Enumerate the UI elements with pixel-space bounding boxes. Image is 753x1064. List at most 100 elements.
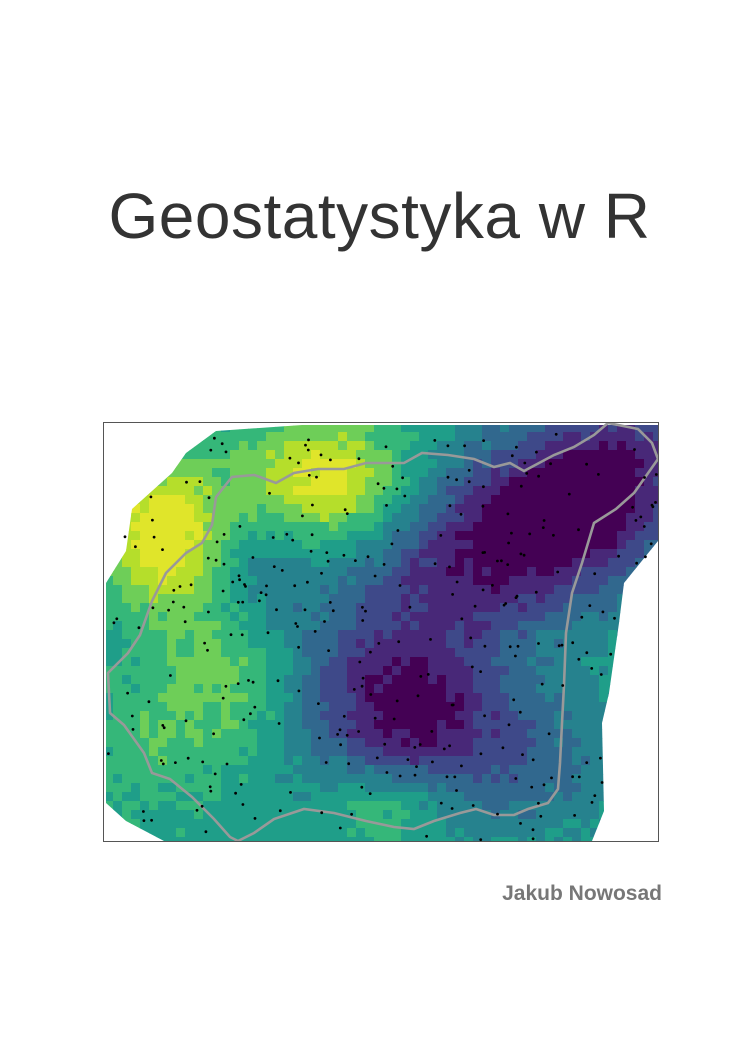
sample-point [531,837,535,841]
raster-cell [140,549,150,559]
raster-cell [491,540,501,550]
raster-cell [545,594,555,604]
sample-point [162,726,166,730]
sample-point [451,593,454,596]
sample-point [307,438,310,442]
raster-cell [248,801,258,811]
raster-cell [419,549,429,559]
raster-cell [257,783,267,793]
raster-cell [527,621,537,631]
raster-cell [176,684,186,694]
raster-cell [257,585,267,595]
raster-cell [185,720,195,730]
raster-cell [464,522,474,532]
raster-cell [365,630,375,640]
raster-cell [644,792,654,802]
raster-cell [401,603,411,613]
raster-cell [653,504,658,514]
raster-cell [113,819,123,829]
raster-cell [536,468,546,478]
raster-cell [302,585,312,595]
raster-cell [455,675,465,685]
sample-point [364,609,367,613]
sample-point [547,732,551,736]
raster-cell [410,756,420,766]
raster-cell [167,828,177,838]
raster-cell [149,630,159,640]
raster-cell [491,432,501,442]
raster-cell [419,828,429,838]
raster-cell [239,783,249,793]
raster-cell [329,774,339,784]
raster-cell [158,549,168,559]
raster-cell [392,612,402,622]
raster-cell [500,425,510,433]
raster-cell [563,819,573,829]
raster-cell [374,747,384,757]
raster-cell [185,513,195,523]
raster-cell [383,495,393,505]
raster-cell [185,450,195,460]
raster-cell [554,495,564,505]
sample-point [600,781,604,784]
raster-cell [212,639,222,649]
raster-cell [311,783,321,793]
raster-cell [473,648,483,658]
raster-cell [599,603,609,613]
raster-cell [122,513,132,523]
raster-cell [374,495,384,505]
raster-cell [644,819,654,829]
raster-cell [149,837,159,841]
raster-cell [194,621,204,631]
raster-cell [320,675,330,685]
raster-cell [320,819,330,829]
raster-cell [392,432,402,442]
raster-cell [554,441,564,451]
raster-cell [338,837,348,841]
raster-cell [203,657,213,667]
raster-cell [212,621,222,631]
raster-cell [248,432,258,442]
raster-cell [149,522,159,532]
raster-cell [635,486,645,496]
raster-cell [563,648,573,658]
raster-cell [392,666,402,676]
raster-cell [563,594,573,604]
raster-cell [329,801,339,811]
raster-cell [428,531,438,541]
raster-cell [599,738,609,748]
raster-cell [572,720,582,730]
raster-cell [446,504,456,514]
raster-cell [284,504,294,514]
raster-cell [293,792,303,802]
sample-points [107,432,658,841]
raster-cell [617,612,627,622]
raster-cell [113,630,123,640]
raster-cell [329,567,339,577]
sample-point [473,604,477,608]
raster-cell [428,558,438,568]
raster-cell [527,702,537,712]
raster-cell [284,531,294,541]
raster-cell [293,738,303,748]
raster-cell [563,450,573,460]
raster-cell [239,576,249,586]
raster-cell [392,639,402,649]
raster-cell [230,765,240,775]
raster-map [106,423,658,841]
raster-cell [176,441,186,451]
raster-cell [338,720,348,730]
sample-point [460,764,463,768]
raster-cell [194,558,204,568]
raster-cell [428,486,438,496]
raster-cell [446,729,456,739]
raster-cell [248,576,258,586]
raster-cell [599,441,609,451]
raster-cell [311,702,321,712]
sample-point [329,458,332,462]
raster-cell [275,495,285,505]
raster-cell [464,425,474,433]
sample-point [183,620,187,624]
raster-cell [509,792,519,802]
raster-cell [347,648,357,658]
